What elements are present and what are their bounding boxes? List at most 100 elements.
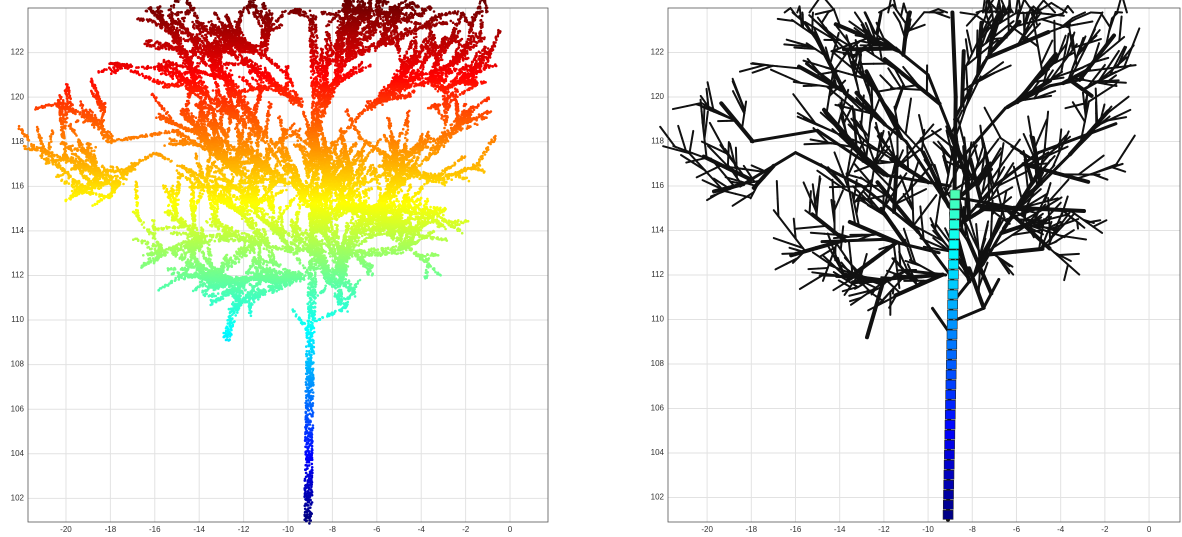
point — [312, 317, 315, 320]
point — [311, 263, 314, 266]
point — [307, 378, 310, 381]
point — [203, 183, 206, 186]
point — [305, 345, 308, 348]
point — [311, 415, 314, 418]
point — [304, 510, 307, 513]
point — [311, 283, 314, 286]
point — [310, 503, 313, 506]
point — [84, 190, 87, 193]
point — [313, 57, 316, 60]
point — [28, 139, 31, 142]
point — [272, 198, 275, 201]
point — [78, 144, 81, 147]
point — [309, 265, 312, 268]
point — [62, 116, 65, 119]
point — [196, 177, 199, 180]
x-tick-label: -18 — [105, 525, 117, 534]
point — [287, 206, 290, 209]
point — [306, 480, 309, 483]
point — [271, 222, 274, 225]
point — [309, 10, 312, 13]
point — [55, 176, 58, 179]
point — [315, 34, 318, 37]
point — [308, 487, 311, 490]
point — [116, 175, 119, 178]
point — [69, 124, 72, 127]
point — [102, 195, 105, 198]
point — [311, 47, 314, 50]
point — [262, 185, 265, 188]
point — [275, 220, 278, 223]
point — [306, 475, 309, 478]
point — [316, 69, 319, 72]
point — [181, 167, 184, 170]
point — [309, 282, 312, 285]
point — [306, 467, 309, 470]
point — [65, 121, 68, 124]
point — [46, 150, 49, 153]
point — [94, 185, 97, 188]
point — [310, 321, 313, 324]
point — [310, 427, 313, 430]
point — [315, 103, 318, 106]
point — [304, 464, 307, 467]
point — [309, 287, 312, 290]
point — [185, 169, 188, 172]
point — [40, 137, 43, 140]
point — [309, 495, 312, 498]
point — [306, 495, 309, 498]
point — [308, 333, 311, 336]
point — [81, 166, 84, 169]
point — [24, 148, 27, 151]
point — [305, 472, 308, 475]
point — [106, 174, 109, 177]
point — [314, 297, 317, 300]
point — [308, 301, 311, 304]
point — [312, 295, 315, 298]
point — [332, 95, 335, 98]
point — [49, 138, 52, 141]
x-tick-label: -12 — [238, 525, 250, 534]
point — [311, 289, 314, 292]
point — [140, 159, 143, 162]
point — [308, 421, 311, 424]
point — [56, 156, 59, 159]
point — [232, 195, 235, 198]
point — [65, 154, 68, 157]
point — [92, 192, 95, 195]
point — [292, 199, 295, 202]
point — [74, 148, 77, 151]
point — [150, 155, 153, 158]
point — [309, 56, 312, 59]
point — [122, 169, 125, 172]
point — [283, 209, 286, 212]
point — [39, 154, 42, 157]
point — [88, 183, 91, 186]
point — [310, 456, 313, 459]
point — [304, 508, 307, 511]
point — [315, 108, 318, 111]
point — [315, 39, 318, 42]
point — [308, 383, 311, 386]
point — [73, 180, 76, 183]
point — [37, 130, 40, 133]
point — [317, 75, 320, 78]
point — [96, 181, 99, 184]
point — [313, 331, 316, 334]
y-tick-label: 106 — [11, 404, 25, 413]
point — [176, 169, 179, 172]
point — [310, 454, 313, 457]
point — [110, 191, 113, 194]
point — [271, 229, 274, 232]
point — [91, 204, 94, 207]
point — [122, 183, 125, 186]
point — [310, 483, 313, 486]
point — [36, 126, 39, 129]
point — [309, 499, 312, 502]
point — [296, 257, 299, 260]
point — [26, 134, 29, 137]
point — [309, 324, 312, 327]
point — [190, 169, 193, 172]
point — [315, 29, 318, 32]
point — [266, 213, 269, 216]
